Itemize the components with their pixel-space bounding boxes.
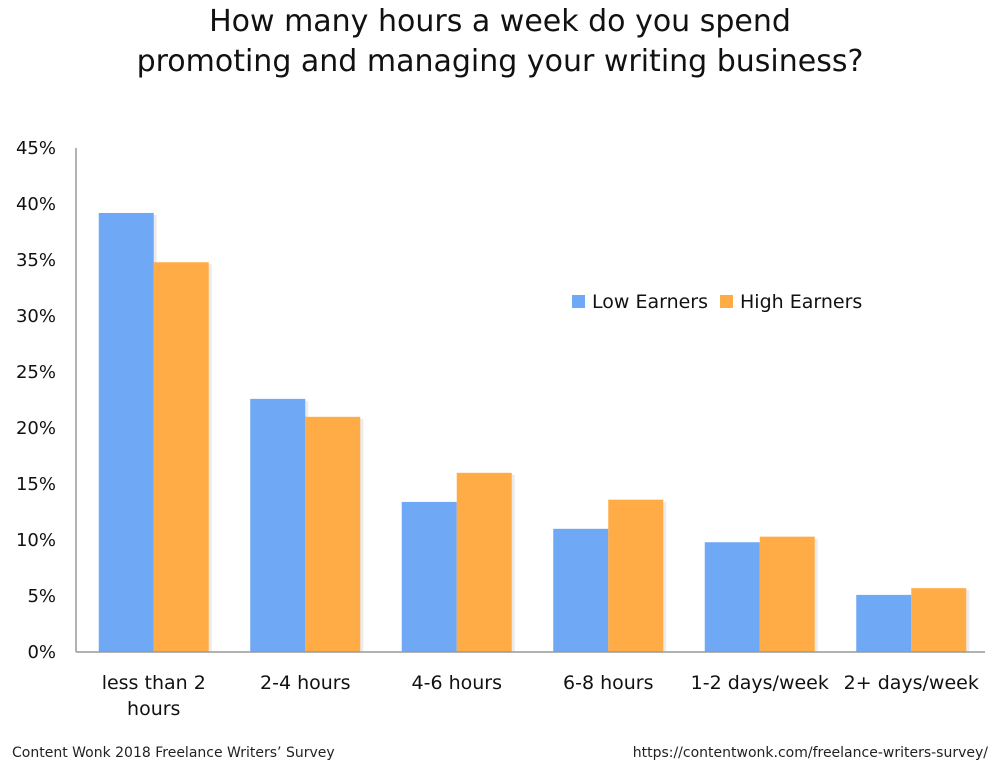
legend-label: High Earners <box>740 291 862 313</box>
y-tick-label: 15% <box>16 474 56 495</box>
bar-low-earners <box>553 528 609 652</box>
bar-low-earners <box>704 542 760 652</box>
y-tick-label: 10% <box>16 530 56 551</box>
bar-low-earners <box>250 398 306 652</box>
source-url[interactable]: https://contentwonk.com/freelance-writer… <box>632 745 988 761</box>
source-credit: Content Wonk 2018 Freelance Writers’ Sur… <box>12 745 335 761</box>
y-tick-label: 5% <box>27 586 56 607</box>
chart-title: How many hours a week do you spend promo… <box>0 2 1000 82</box>
y-tick-label: 30% <box>16 306 56 327</box>
legend: Low Earners High Earners <box>572 291 862 313</box>
chart-title-line-1: How many hours a week do you spend <box>209 4 791 39</box>
y-tick-label: 20% <box>16 418 56 439</box>
bar-low-earners <box>856 594 912 652</box>
bar-high-earners <box>759 536 815 652</box>
bars <box>98 212 970 652</box>
x-category-label: 2+ days/week <box>844 672 979 694</box>
y-axis: 0% 5% 10% 15% 20% 25% 30% 35% 40% 45% <box>16 138 77 663</box>
y-tick-label: 40% <box>16 194 56 215</box>
x-category-label: 2-4 hours <box>260 672 351 694</box>
bar-high-earners <box>911 588 967 652</box>
y-tick-label: 0% <box>27 642 56 663</box>
bar-high-earners <box>153 262 209 652</box>
x-category-label: less than 2 hours <box>102 672 206 720</box>
y-tick-label: 45% <box>16 138 56 159</box>
legend-swatch <box>572 295 585 308</box>
chart-title-line-2: promoting and managing your writing busi… <box>136 44 864 79</box>
x-category-label: 1-2 days/week <box>691 672 829 694</box>
x-axis: less than 2 hours 2-4 hours 4-6 hours 6-8 ho… <box>76 651 985 720</box>
x-category-label: 4-6 hours <box>412 672 503 694</box>
x-category-label: 6-8 hours <box>563 672 654 694</box>
legend-label: Low Earners <box>592 291 708 313</box>
legend-swatch <box>720 295 733 308</box>
bar-high-earners <box>456 472 512 652</box>
y-tick-label: 35% <box>16 250 56 271</box>
bar-low-earners <box>401 501 457 652</box>
bar-low-earners <box>98 212 154 652</box>
bar-high-earners <box>305 416 361 652</box>
y-tick-label: 25% <box>16 362 56 383</box>
bar-high-earners <box>608 499 664 652</box>
